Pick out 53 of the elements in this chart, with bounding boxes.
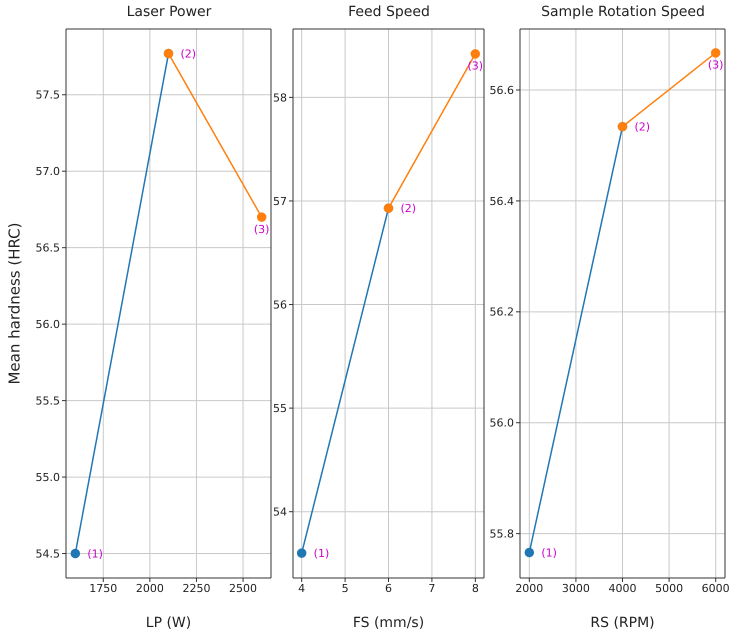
y-tick-label: 55.5: [36, 394, 60, 408]
chart-title: Feed Speed: [347, 4, 431, 20]
x-tick-label: 2000: [515, 582, 544, 595]
y-tick-label: 57.5: [36, 88, 60, 102]
y-tick-label: 55: [273, 402, 287, 416]
x-axis-title: LP (W): [146, 615, 192, 631]
annotation: (2): [400, 202, 416, 216]
y-tick-label: 56: [273, 298, 287, 312]
chart-title: Sample Rotation Speed: [540, 4, 706, 20]
y-tick-label: 57.0: [36, 165, 60, 178]
x-tick-label: 2500: [229, 582, 258, 595]
y-tick-label: 56.0: [36, 318, 60, 332]
y-tick-label: 56.4: [490, 194, 514, 208]
annotation: (1): [87, 547, 103, 560]
annotation: (3): [254, 222, 270, 236]
x-tick-label: 3000: [562, 582, 590, 595]
y-tick-label: 55.8: [490, 528, 514, 541]
point: [710, 48, 720, 58]
x-tick-label: 7: [428, 582, 436, 595]
annotation: (3): [468, 60, 484, 73]
annotation: (3): [708, 58, 724, 72]
x-tick-label: 5: [342, 582, 349, 595]
x-tick-label: 8: [472, 582, 479, 595]
x-tick-label: 2000: [136, 582, 164, 595]
x-tick-label: 4000: [608, 582, 636, 595]
x-axis-title: RS (RPM): [590, 615, 655, 631]
annotation: (2): [180, 47, 196, 60]
y-tick-label: 56.6: [490, 84, 514, 97]
point: [296, 548, 306, 558]
x-tick-label: 1750: [89, 582, 118, 595]
y-tick-label: 55.0: [36, 470, 60, 484]
y-tick-label: 58: [273, 91, 287, 104]
annotation: (2): [634, 120, 650, 134]
point: [256, 212, 266, 222]
chart-title: Laser Power: [126, 4, 212, 20]
point: [524, 548, 534, 558]
annotation: (1): [314, 547, 330, 560]
point: [70, 548, 80, 558]
x-tick-label: 6000: [702, 582, 730, 595]
point: [470, 49, 480, 59]
x-tick-label: 6: [385, 582, 392, 595]
y-tick-label: 56.5: [36, 242, 60, 255]
y-axis-title: Mean hardness (HRC): [5, 222, 24, 385]
y-tick-label: 57: [273, 194, 287, 208]
x-tick-label: 5000: [655, 582, 684, 595]
y-tick-label: 56.2: [490, 306, 514, 319]
x-tick-label: 2250: [182, 582, 210, 595]
y-tick-label: 56.0: [490, 416, 514, 430]
x-tick-label: 4: [298, 582, 306, 595]
y-tick-label: 54.5: [36, 547, 60, 560]
annotation: (1): [541, 546, 557, 560]
x-axis-title: FS (mm/s): [352, 615, 424, 631]
y-tick-label: 54: [273, 506, 287, 519]
